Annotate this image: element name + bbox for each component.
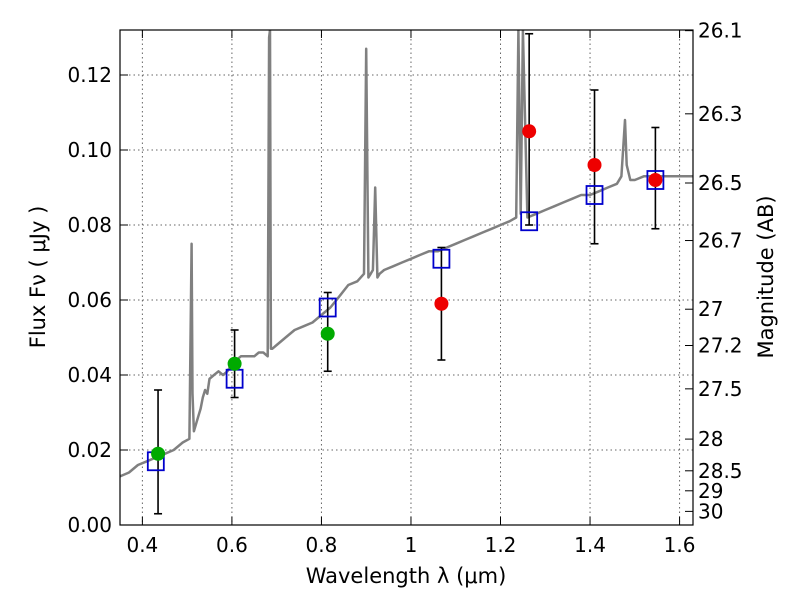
model-boxes	[146, 170, 665, 472]
x-tick-label: 0.4	[126, 533, 158, 557]
x-tick-label: 0.8	[306, 533, 338, 557]
x-tick-label: 1.2	[485, 533, 517, 557]
green-data-point	[320, 326, 335, 341]
x-tick-label: 1	[405, 533, 418, 557]
model-box	[432, 248, 451, 269]
x-axis-label: Wavelength λ (μm)	[306, 564, 507, 588]
y-tick-label: 0.12	[67, 63, 112, 87]
magnitude-tick-label: 26.5	[698, 171, 743, 195]
red-data-point	[434, 296, 449, 311]
model-box	[520, 211, 539, 232]
magnitude-tick-label: 29	[698, 479, 723, 503]
y-tick-label: 0.10	[67, 138, 112, 162]
model-box	[585, 185, 604, 205]
magnitude-tick-label: 28.5	[698, 459, 743, 483]
magnitude-tick-label: 26.1	[698, 19, 743, 43]
magnitude-axis-label: Magnitude (AB)	[754, 195, 778, 358]
plot-area	[120, 30, 693, 478]
magnitude-tick-label: 27.5	[698, 377, 743, 401]
model-box	[318, 297, 337, 318]
model-box	[646, 170, 665, 190]
grid	[120, 30, 693, 526]
y-tick-label: 0.00	[67, 513, 112, 537]
x-axis-ticks: 0.4 0.6 0.8 1 1.2 1.4 1.6	[126, 30, 695, 557]
x-tick-label: 1.6	[664, 533, 696, 557]
magnitude-tick-label: 26.3	[698, 102, 743, 126]
y-tick-label: 0.06	[67, 288, 112, 312]
red-data-point	[648, 173, 663, 187]
y-tick-label: 0.02	[67, 438, 112, 462]
spectrum-line	[120, 30, 693, 478]
magnitude-tick-label: 30	[698, 499, 723, 523]
data-points	[151, 124, 663, 461]
magnitude-tick-label: 27	[698, 297, 723, 321]
red-data-point	[587, 158, 602, 172]
green-data-point	[151, 446, 166, 461]
y-axis-label: Flux Fν ( μJy )	[26, 206, 50, 349]
magnitude-tick-label: 27.2	[698, 334, 743, 358]
x-tick-label: 0.6	[216, 533, 248, 557]
y-tick-label: 0.04	[67, 363, 112, 387]
green-data-point	[227, 356, 242, 371]
y-axis-ticks: 0.00 0.02 0.04 0.06 0.08 0.10 0.12	[67, 63, 128, 537]
magnitude-tick-label: 28	[698, 427, 723, 451]
error-bars	[154, 32, 660, 515]
magnitude-tick-label: 26.7	[698, 229, 743, 253]
red-data-point	[522, 124, 537, 139]
plot-frame	[119, 29, 694, 526]
x-tick-label: 1.4	[574, 533, 606, 557]
y-tick-label: 0.08	[67, 213, 112, 237]
